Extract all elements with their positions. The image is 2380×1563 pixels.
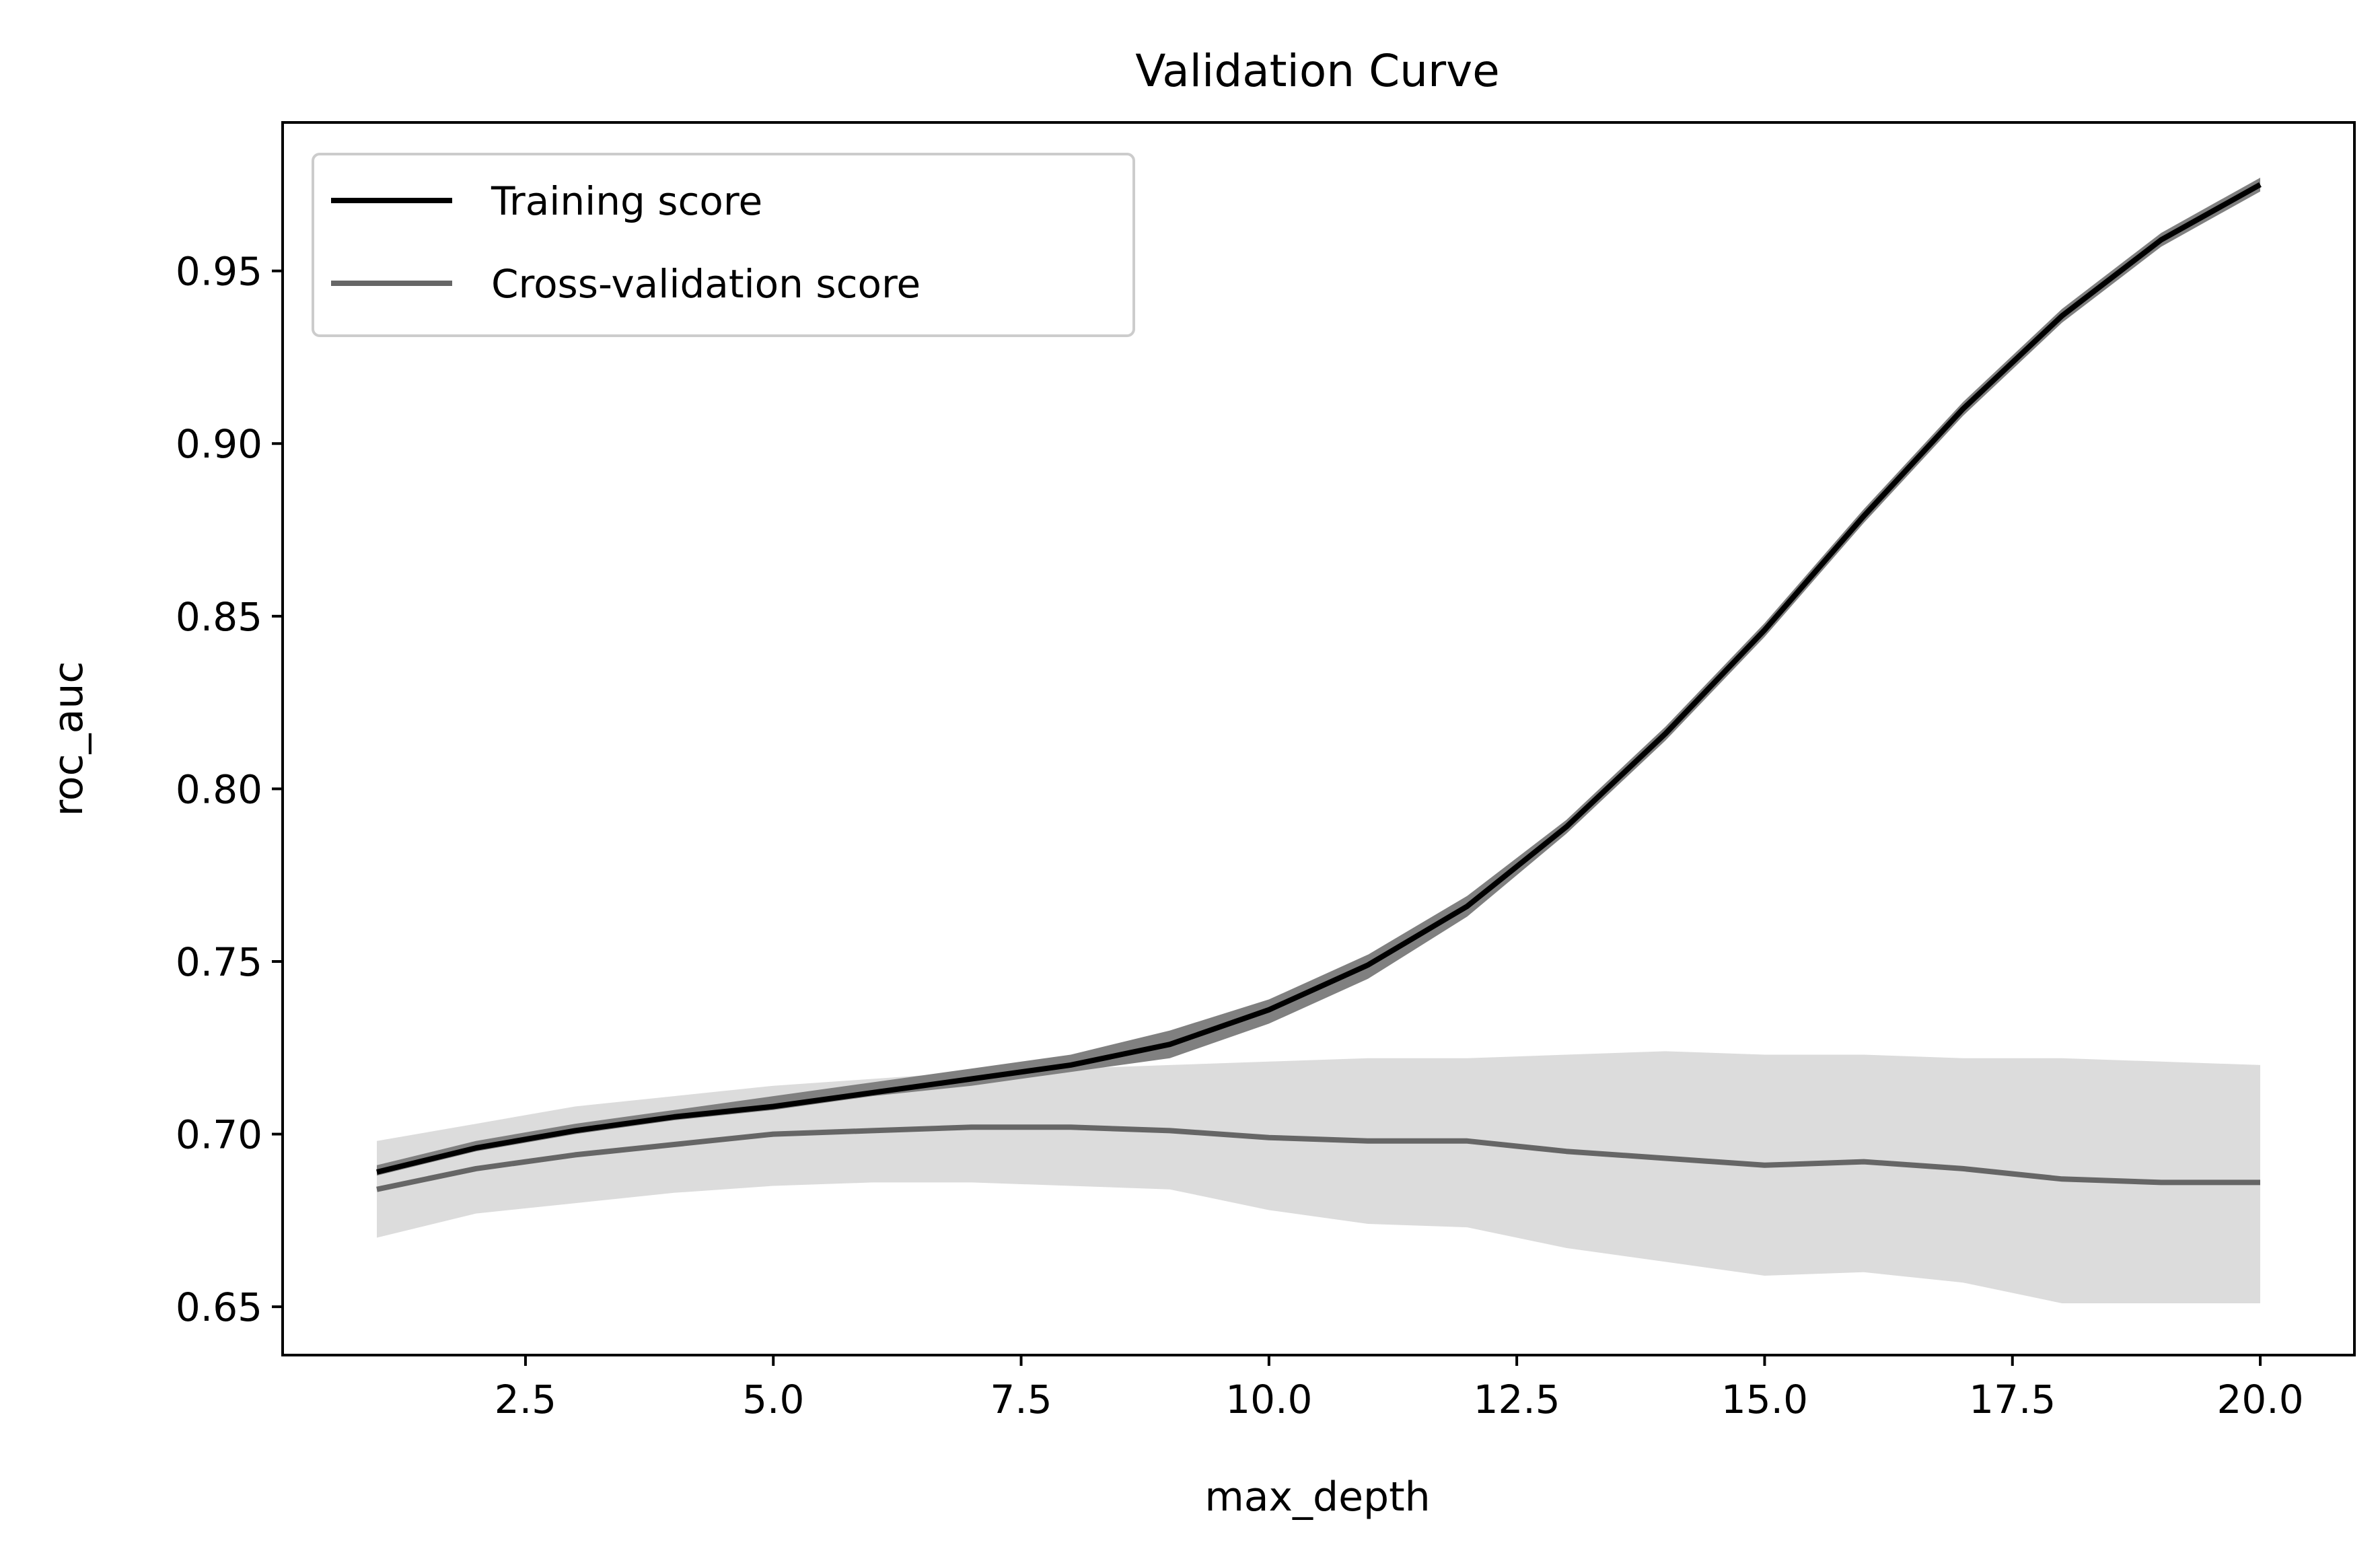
legend-label-training-score: Training score	[491, 178, 762, 224]
series-lines	[376, 182, 2262, 1192]
y-tick-label: 0.75	[176, 939, 262, 985]
x-tick-label: 2.5	[495, 1377, 556, 1422]
x-tick-label: 12.5	[1474, 1377, 1560, 1422]
x-tick-label: 5.0	[742, 1377, 804, 1422]
y-tick-label: 0.95	[176, 249, 262, 295]
chart-title: Validation Curve	[1135, 45, 1500, 97]
y-axis-ticks: 0.65 0.70 0.75 0.80 0.85 0.90 0.95	[176, 249, 283, 1330]
x-tick-label: 20.0	[2216, 1377, 2303, 1422]
legend-label-cross-validation-score: Cross-validation score	[491, 261, 921, 307]
y-tick-label: 0.70	[176, 1112, 262, 1158]
x-axis-ticks: 2.5 5.0 7.5 10.0 12.5 15.0 17.5 20.0	[495, 1355, 2304, 1422]
x-tick-label: 10.0	[1225, 1377, 1312, 1422]
x-tick-label: 17.5	[1969, 1377, 2056, 1422]
plot-area-frame	[281, 121, 2356, 1356]
y-tick-label: 0.65	[176, 1284, 262, 1330]
x-tick-label: 15.0	[1721, 1377, 1808, 1422]
cross-validation-score-line	[376, 1124, 2260, 1192]
x-tick-label: 7.5	[990, 1377, 1052, 1422]
cross-validation-score-band	[377, 1051, 2260, 1303]
y-tick-label: 0.80	[176, 766, 262, 812]
legend-box	[312, 153, 1135, 337]
y-tick-label: 0.85	[176, 594, 262, 640]
y-axis-label: roc_auc	[45, 661, 92, 817]
legend: Training score Cross-validation score	[312, 153, 1135, 337]
confidence-bands	[377, 178, 2260, 1303]
training-score-line	[376, 182, 2262, 1175]
y-tick-label: 0.90	[176, 421, 262, 467]
x-axis-label: max_depth	[1204, 1474, 1430, 1521]
